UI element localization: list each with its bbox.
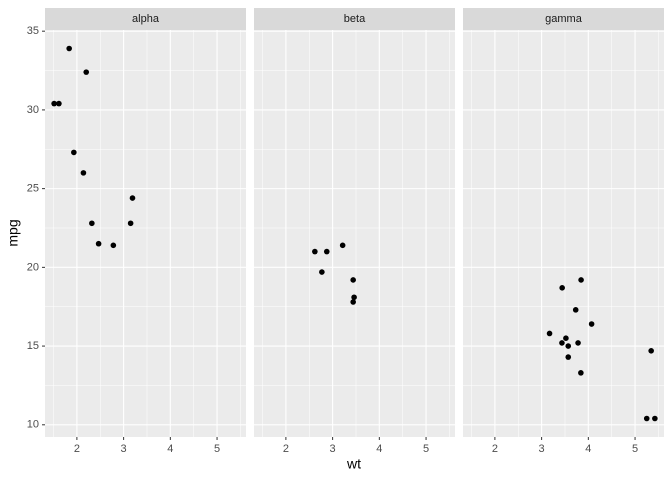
point [350, 299, 356, 305]
panel [45, 30, 246, 437]
y-tick-label: 10 [27, 419, 39, 431]
y-tick-label: 35 [27, 25, 39, 37]
point [578, 277, 584, 283]
y-tick-label: 30 [27, 104, 39, 116]
point [89, 220, 95, 227]
panel [254, 30, 455, 437]
point [319, 269, 325, 275]
x-tick-label: 4 [376, 443, 382, 455]
x-axis-title: wt [346, 456, 361, 472]
point [129, 195, 136, 201]
point [575, 340, 581, 346]
point [648, 347, 654, 354]
strip-label: alpha [132, 13, 160, 25]
point [95, 240, 102, 247]
strip [254, 8, 455, 30]
point [652, 415, 658, 422]
panel [463, 30, 664, 437]
point [127, 220, 134, 227]
point [565, 343, 572, 349]
point [339, 242, 346, 249]
point [110, 242, 117, 249]
y-tick-label: 15 [27, 340, 39, 352]
x-tick-label: 2 [74, 443, 80, 455]
point [350, 277, 356, 283]
y-tick-label: 25 [27, 183, 39, 195]
x-tick-label: 4 [167, 443, 173, 455]
point [351, 294, 357, 301]
point [578, 370, 584, 376]
point [643, 415, 650, 422]
point [80, 170, 87, 176]
point [56, 100, 62, 107]
point [559, 285, 565, 291]
x-tick-label: 3 [539, 443, 545, 455]
point [323, 248, 330, 255]
strip [45, 8, 246, 30]
x-tick-label: 5 [214, 443, 220, 455]
point [71, 149, 77, 156]
strip-label: gamma [545, 13, 583, 25]
x-tick-label: 2 [283, 443, 289, 455]
y-axis-title: mpg [5, 219, 21, 246]
x-tick-label: 2 [492, 443, 498, 455]
x-tick-label: 5 [632, 443, 638, 455]
x-tick-label: 4 [585, 443, 591, 455]
point [83, 69, 90, 75]
point [546, 330, 553, 337]
point [565, 354, 572, 360]
strip-label: beta [344, 13, 366, 25]
point [559, 340, 565, 346]
strip [463, 8, 664, 30]
x-tick-label: 3 [121, 443, 127, 455]
point [66, 45, 72, 52]
point [572, 307, 579, 313]
y-tick-label: 20 [27, 261, 39, 273]
point [563, 335, 569, 342]
point [588, 321, 595, 327]
point [312, 248, 318, 255]
point [51, 100, 57, 107]
x-tick-label: 3 [330, 443, 336, 455]
x-tick-label: 5 [423, 443, 429, 455]
